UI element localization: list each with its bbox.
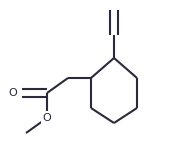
Text: O: O	[43, 113, 51, 123]
Text: O: O	[9, 88, 17, 98]
